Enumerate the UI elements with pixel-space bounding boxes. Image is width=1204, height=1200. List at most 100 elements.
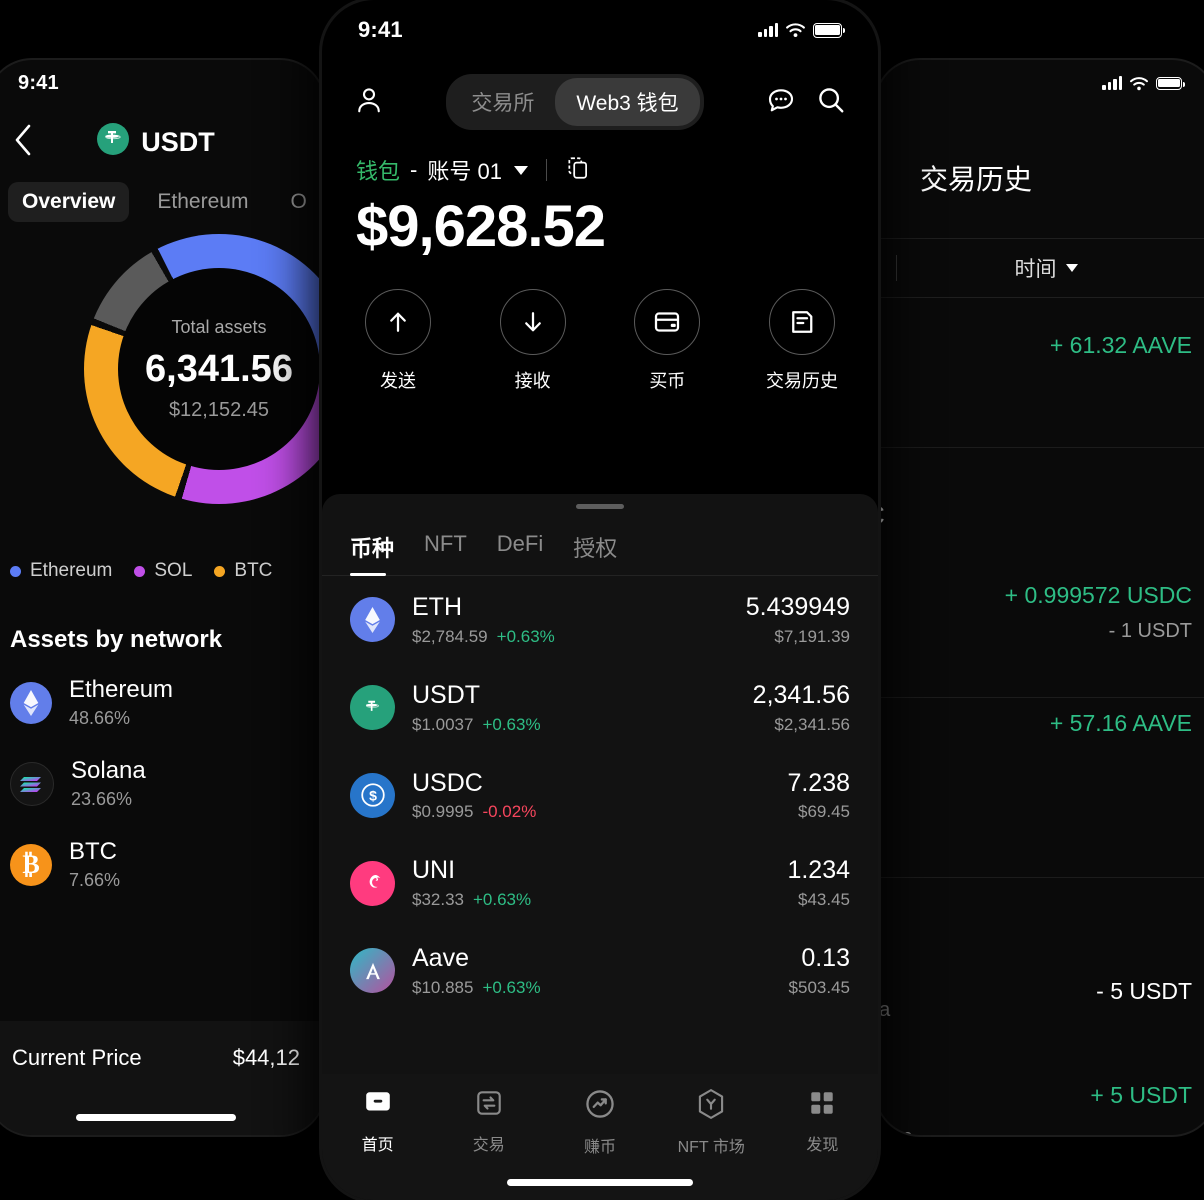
signal-icon bbox=[758, 23, 778, 37]
action-tx-history[interactable]: 交易历史 bbox=[764, 288, 840, 393]
left-tabs: Overview Ethereum O bbox=[0, 172, 324, 222]
tx-amount: + 57.16 AAVE bbox=[1049, 710, 1192, 736]
nav-earn[interactable]: 赚币 bbox=[544, 1088, 655, 1157]
tab-tokens[interactable]: 币种 bbox=[350, 531, 394, 576]
table-row[interactable]: + 5 USDT ba86 bbox=[876, 1050, 1204, 1135]
donut-value: 6,341.56 bbox=[145, 347, 293, 390]
uniswap-icon bbox=[350, 860, 395, 906]
status-bar bbox=[876, 60, 1204, 106]
tx-amount: - 5 USDT bbox=[1096, 978, 1192, 1004]
legend-label: SOL bbox=[154, 560, 193, 581]
chevron-left-icon[interactable] bbox=[12, 123, 34, 162]
wallet-name: 钱包 bbox=[356, 159, 401, 184]
token-price: $0.9995 bbox=[412, 802, 474, 822]
wallet-selector[interactable]: 钱包 - 账号 01 bbox=[322, 142, 878, 186]
donut-chart: Total assets 6,341.56 $12,152.45 bbox=[0, 234, 324, 554]
action-label: 接收 bbox=[514, 370, 551, 391]
center-phone-web3-wallet: 9:41 交易所 Web3 钱包 钱包 - 账号 01 bbox=[322, 0, 878, 1200]
token-change: -0.02% bbox=[482, 802, 537, 822]
tab-nft[interactable]: NFT bbox=[424, 531, 467, 556]
table-row[interactable]: + 61.32 AAVE bbox=[876, 298, 1204, 448]
segment-web3-wallet[interactable]: Web3 钱包 bbox=[555, 78, 700, 126]
token-symbol: USDT bbox=[412, 680, 481, 709]
arrow-up-icon bbox=[365, 288, 431, 355]
nav-label: 首页 bbox=[361, 1137, 394, 1154]
list-item[interactable]: UNI $32.33 +0.63% 1.234 $43.45 bbox=[322, 839, 878, 927]
nav-nft-market[interactable]: NFT 市场 bbox=[656, 1088, 767, 1157]
token-value: $7,191.39 bbox=[774, 626, 850, 646]
token-change: +0.63% bbox=[482, 977, 541, 997]
network-row-solana[interactable]: Solana 23.66% bbox=[0, 743, 324, 824]
usdt-icon bbox=[350, 685, 395, 731]
list-item[interactable]: $ USDC $0.9995 -0.02% 7.238 $69.45 bbox=[322, 752, 878, 840]
tab-overview[interactable]: Overview bbox=[8, 182, 130, 222]
page-title: USDT bbox=[0, 122, 324, 162]
donut-center: Total assets 6,341.56 $12,152.45 bbox=[84, 234, 324, 504]
table-row[interactable]: - 5 USDT 0a bbox=[876, 878, 1204, 1050]
home-indicator bbox=[76, 1114, 236, 1121]
donut-subvalue: $12,152.45 bbox=[168, 398, 270, 421]
network-row-ethereum[interactable]: Ethereum 48.66% bbox=[0, 662, 324, 743]
nav-discover[interactable]: 发现 bbox=[767, 1088, 878, 1155]
search-icon[interactable] bbox=[816, 85, 846, 120]
legend-label: Ethereum bbox=[30, 560, 113, 581]
tx-amount: + 61.32 AAVE bbox=[1049, 332, 1192, 358]
chevron-down-icon[interactable] bbox=[513, 165, 528, 175]
legend-item: Ethereum bbox=[10, 560, 112, 582]
chevron-down-icon[interactable] bbox=[1065, 264, 1078, 272]
page-title: 交易历史 bbox=[920, 164, 1033, 195]
list-item[interactable]: Aave $10.885 +0.63% 0.13 $503.45 bbox=[322, 927, 878, 1015]
action-buy[interactable]: 买币 bbox=[629, 288, 705, 393]
page-title-text: USDT bbox=[141, 126, 215, 157]
chat-icon[interactable] bbox=[766, 85, 796, 120]
usdt-icon bbox=[97, 122, 130, 162]
current-price-label: Current Price bbox=[12, 1045, 142, 1070]
filter-label-time[interactable]: 时间 bbox=[1014, 258, 1057, 281]
token-amount: 7.238 bbox=[787, 768, 850, 797]
copy-icon[interactable] bbox=[565, 155, 591, 186]
token-amount: 2,341.56 bbox=[752, 680, 850, 709]
discover-icon bbox=[807, 1088, 837, 1123]
solana-icon bbox=[10, 761, 54, 806]
person-icon[interactable] bbox=[354, 85, 384, 120]
token-symbol: Aave bbox=[412, 944, 469, 972]
segment-exchange[interactable]: 交易所 bbox=[471, 92, 535, 115]
network-pct: 7.66% bbox=[69, 870, 121, 890]
wifi-icon bbox=[1130, 76, 1148, 90]
ethereum-icon bbox=[10, 681, 52, 724]
tab-defi[interactable]: DeFi bbox=[496, 531, 544, 556]
wallet-balance: $9,628.52 bbox=[356, 194, 606, 259]
sheet-grabber[interactable] bbox=[576, 504, 624, 509]
network-row-btc[interactable]: ₿ BTC 7.66% bbox=[0, 824, 324, 905]
status-time: 9:41 bbox=[358, 17, 403, 42]
tx-amount: + 0.999572 USDC bbox=[1004, 582, 1192, 608]
token-price: $2,784.59 bbox=[412, 626, 488, 646]
status-bar: 9:41 bbox=[322, 0, 878, 60]
network-name: Ethereum bbox=[69, 676, 174, 703]
swap-icon bbox=[474, 1088, 504, 1123]
nav-home[interactable]: 首页 bbox=[322, 1088, 433, 1155]
legend-dot-sol bbox=[134, 565, 146, 577]
table-row[interactable]: + 0.999572 USDC - 1 USDT bbox=[876, 448, 1204, 698]
home-indicator bbox=[507, 1179, 693, 1186]
donut-ring bbox=[84, 234, 324, 504]
status-icons bbox=[758, 22, 845, 38]
tab-ethereum[interactable]: Ethereum bbox=[157, 190, 249, 213]
list-item[interactable]: ETH $2,784.59 +0.63% 5.439949 $7,191.39 bbox=[322, 576, 878, 664]
bottom-nav: 首页 交易 赚币 NFT 市场 发现 bbox=[322, 1074, 878, 1200]
token-value: $503.45 bbox=[788, 977, 850, 997]
list-item[interactable]: USDT $1.0037 +0.63% 2,341.56 $2,341.56 bbox=[322, 664, 878, 752]
nav-trade[interactable]: 交易 bbox=[433, 1088, 544, 1155]
bitcoin-icon: ₿ bbox=[10, 843, 52, 886]
action-send[interactable]: 发送 bbox=[360, 288, 436, 393]
filter-bar: 时间 bbox=[876, 238, 1204, 298]
tab-other[interactable]: O bbox=[290, 190, 307, 213]
nav-label: 交易 bbox=[472, 1137, 505, 1154]
tab-approvals[interactable]: 授权 bbox=[573, 536, 618, 561]
filter-divider bbox=[896, 255, 897, 281]
divider bbox=[545, 159, 547, 181]
legend-item: BTC bbox=[214, 560, 272, 582]
current-price-value: $44,12 bbox=[232, 1045, 300, 1070]
action-receive[interactable]: 接收 bbox=[495, 288, 571, 393]
table-row[interactable]: + 57.16 AAVE bbox=[876, 698, 1204, 878]
